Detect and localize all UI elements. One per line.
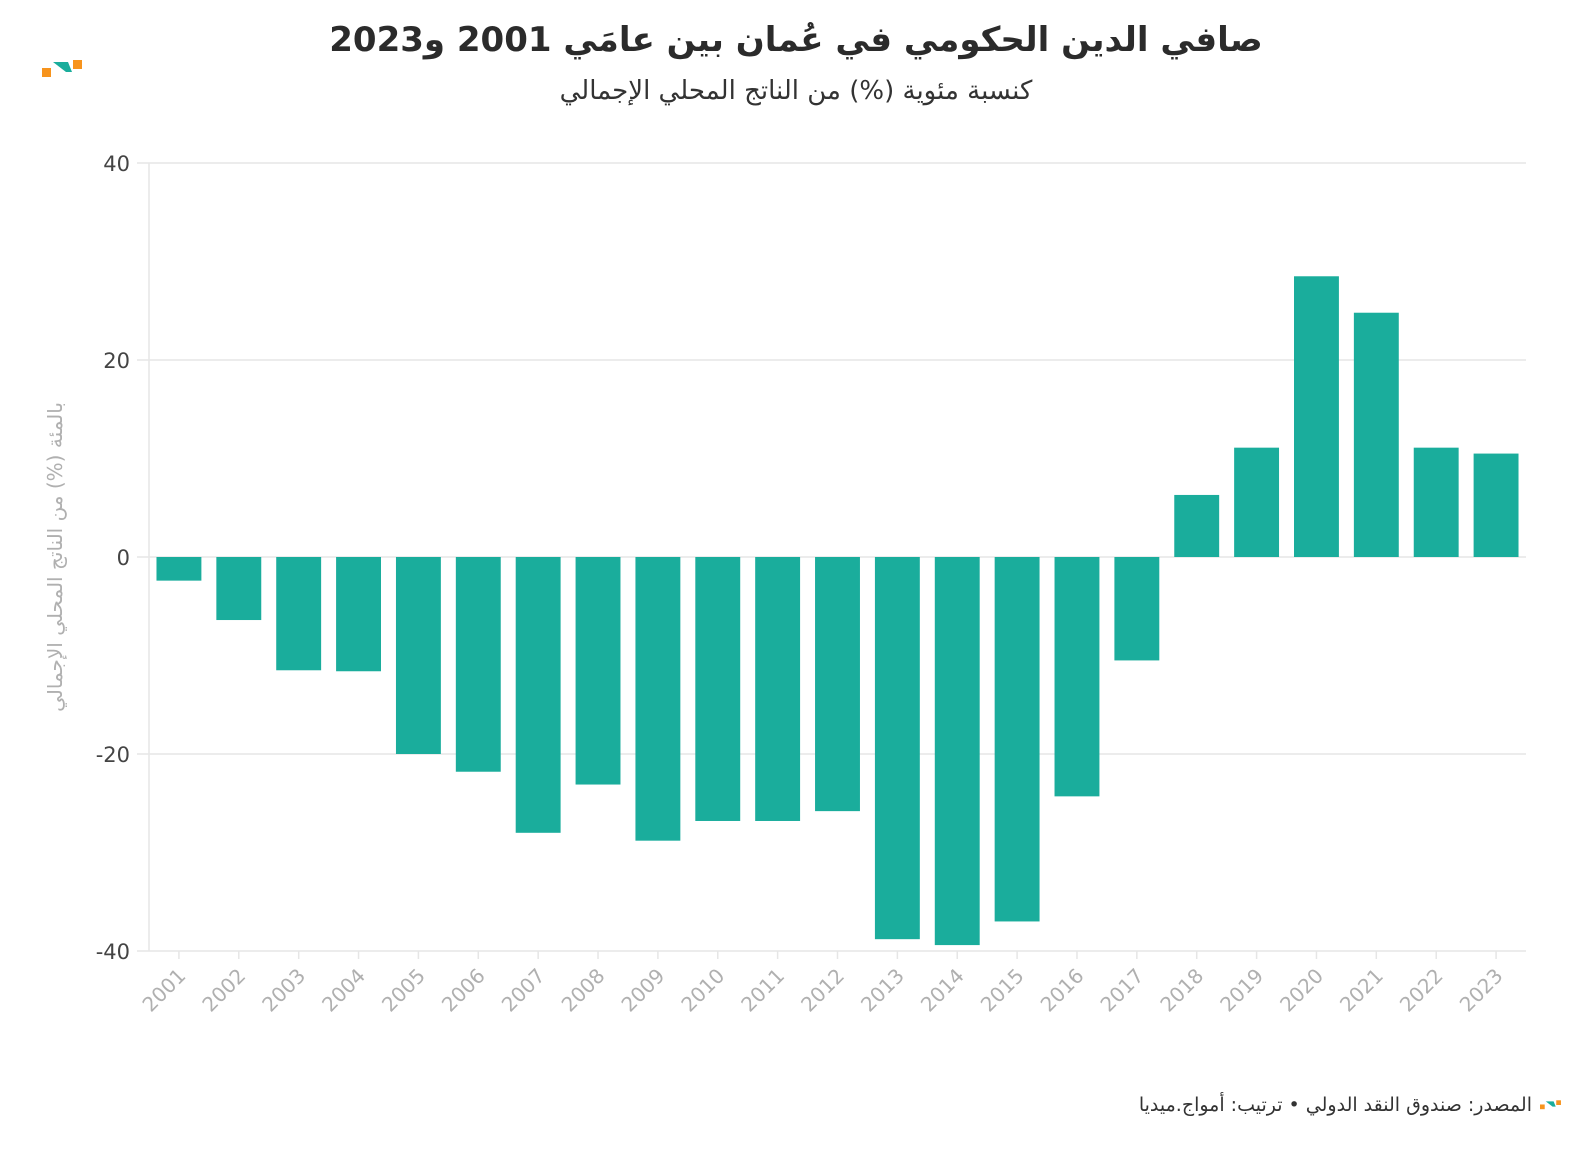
bar-2005	[395, 557, 441, 754]
bar-2018	[1174, 494, 1220, 557]
x-tick-label: 2009	[616, 964, 669, 1017]
x-tick-label: 2020	[1275, 964, 1328, 1017]
chart-subtitle: كنسبة مئوية (%) من الناتج المحلي الإجمال…	[559, 76, 1033, 106]
bars	[156, 276, 1519, 946]
x-tick-label: 2022	[1395, 964, 1448, 1017]
y-tick-label: 40	[103, 152, 130, 176]
x-tick-label: 2010	[676, 964, 729, 1017]
x-tick-label: 2004	[317, 964, 370, 1017]
x-tick-label: 2016	[1036, 964, 1089, 1017]
bar-2009	[635, 557, 681, 841]
x-tick-label: 2021	[1335, 964, 1388, 1017]
bar-2001	[156, 557, 202, 581]
x-tick-label: 2014	[916, 964, 969, 1017]
bar-2019	[1234, 447, 1280, 557]
bar-2015	[994, 557, 1040, 922]
x-tick-label: 2001	[138, 964, 191, 1017]
x-tick-label: 2019	[1215, 964, 1268, 1017]
x-tick-label: 2013	[856, 964, 909, 1017]
y-tick-label: -40	[96, 940, 130, 964]
y-axis-label: بالمئة (%) من الناتج المحلي الإجمالي	[43, 402, 68, 712]
bar-2010	[695, 557, 741, 821]
bar-2014	[934, 557, 980, 946]
y-axis-ticks: 40 20 0 -20 -40	[96, 152, 130, 964]
y-tick-label: 0	[117, 546, 130, 570]
bar-2006	[455, 557, 501, 772]
footer-logo-icon	[1540, 1100, 1561, 1110]
bar-2012	[815, 557, 860, 812]
source-credit: المصدر: صندوق النقد الدولي • ترتيب: أموا…	[1138, 1094, 1532, 1116]
bar-2013	[874, 557, 920, 940]
x-tick-label: 2015	[976, 964, 1029, 1017]
x-tick-label: 2006	[437, 964, 490, 1017]
x-tick-label: 2012	[796, 964, 849, 1017]
x-tick-label: 2017	[1095, 964, 1148, 1017]
bar-2008	[575, 557, 621, 785]
y-tick-label: 20	[103, 349, 130, 373]
footer: المصدر: صندوق النقد الدولي • ترتيب: أموا…	[1139, 1094, 1562, 1116]
bar-2002	[216, 557, 262, 621]
bar-2007	[515, 557, 561, 833]
x-tick-label: 2011	[736, 964, 789, 1017]
bar-2020	[1294, 276, 1339, 557]
x-tick-label: 2018	[1155, 964, 1208, 1017]
bar-2004	[336, 557, 381, 672]
x-tick-label: 2002	[197, 964, 250, 1017]
y-tick-label: -20	[96, 743, 130, 767]
bar-2003	[276, 557, 322, 671]
bar-2011	[755, 557, 801, 821]
chart-title: صافي الدين الحكومي في عُمان بين عامَي 20…	[329, 20, 1263, 60]
bar-2023	[1473, 453, 1519, 557]
bar-2021	[1353, 312, 1399, 557]
x-tick-label: 2005	[377, 964, 430, 1017]
bar-2016	[1054, 557, 1100, 797]
x-tick-label: 2003	[257, 964, 310, 1017]
bar-2017	[1114, 557, 1160, 661]
x-tick-label: 2008	[557, 964, 610, 1017]
x-axis-ticks: 2001 2002 2003 2004 2005 2006 2007 2008 2009 2010…	[138, 951, 1508, 1017]
bar-2022	[1413, 447, 1459, 557]
x-tick-label: 2007	[497, 964, 550, 1017]
x-tick-label: 2023	[1455, 964, 1508, 1017]
logo-icon	[42, 60, 82, 77]
